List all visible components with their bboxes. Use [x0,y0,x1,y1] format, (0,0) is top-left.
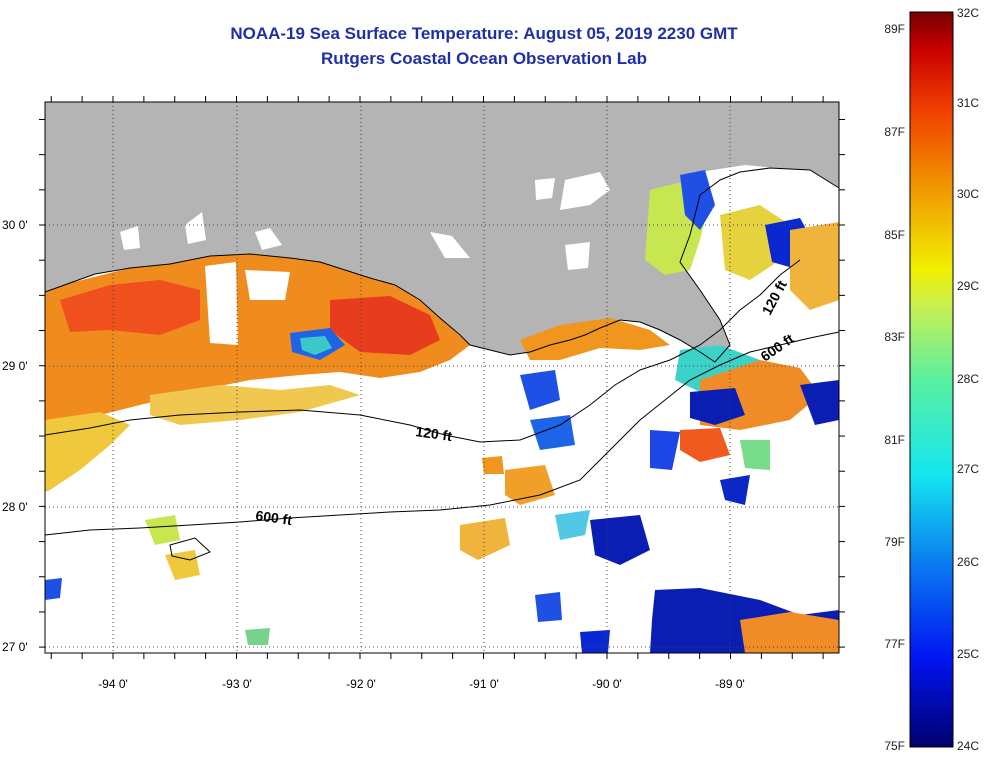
sst-mixed-region [165,550,200,580]
colorbar-label-c: 28C [957,372,979,386]
sst-mixed-region [740,440,770,470]
map-frame [44,101,840,654]
sst-mixed-region [790,222,839,310]
no-data-gap [245,270,290,300]
sst-yellow-region [150,385,360,425]
sst-cool-region [800,380,839,425]
contour-120ft [44,259,801,443]
lat-label: 28 0' [2,500,28,514]
colorbar-label-f: 87F [884,125,905,139]
lon-label: -94 0' [98,677,128,691]
sst-cool-region [520,370,560,410]
sst-cool-region [650,430,680,470]
map-subtitle: Rutgers Coastal Ocean Observation Lab [321,49,647,68]
colorbar-label-c: 30C [957,187,979,201]
axis-ticks [39,96,845,659]
colorbar-label-f: 81F [884,433,905,447]
coastline [44,167,840,363]
sst-warm-region [460,518,510,560]
sst-cool-region [590,515,650,565]
colorbar-label-c: 31C [957,96,979,110]
lat-label: 27 0' [2,640,28,654]
colorbar-label-c: 25C [957,647,979,661]
sst-hot-region [330,296,440,355]
colorbar-label-c: 27C [957,462,979,476]
lon-label: -91 0' [469,677,499,691]
sst-cool-region [535,592,562,622]
sst-mixed-region [245,628,270,645]
lon-label: -93 0' [222,677,252,691]
sst-warm-region [520,318,670,360]
sst-cool-region [720,475,750,505]
colorbar-label-f: 75F [884,739,905,753]
colorbar [909,11,954,748]
lat-label: 30 0' [2,218,28,232]
inland-water [700,165,795,190]
inland-water [185,212,206,244]
no-data-gap [205,262,238,345]
sst-cool-region [680,170,715,230]
sst-cool-region [690,388,745,425]
lat-label: 29 0' [2,359,28,373]
colorbar-label-f: 77F [884,637,905,651]
sst-cool-spot [300,336,332,355]
map-title: NOAA-19 Sea Surface Temperature: August … [230,24,738,43]
sst-warm-region [505,465,555,505]
contour-600ft [44,331,840,536]
inland-water [565,242,590,270]
contour-600ft-loop [169,537,211,561]
inland-water [560,172,610,210]
sst-mixed-region [145,515,180,545]
colorbar-label-f: 89F [884,22,905,36]
contour-label-600ft: 600 ft [255,507,294,528]
inland-water [120,226,140,250]
colorbar-label-c: 24C [957,739,979,753]
sst-warm-region [482,456,504,474]
inland-water [430,232,470,258]
graticule [45,102,839,653]
sst-cool-region [580,630,610,653]
sst-cool-region [45,578,62,600]
lon-label: -92 0' [346,677,376,691]
lon-label: -89 0' [715,677,745,691]
colorbar-label-c: 29C [957,279,979,293]
lon-label: -90 0' [592,677,622,691]
sst-mixed-region [555,510,590,540]
inland-water [255,228,282,250]
sst-warm-region [740,612,839,653]
sst-hot-region [680,428,730,462]
sst-cool-region [530,415,575,450]
inland-water [535,178,555,200]
contour-label-120ft: 120 ft [415,423,454,444]
colorbar-labels: 89F 87F 85F 83F 81F 79F 77F 75F 32C 31C … [884,6,979,753]
colorbar-label-f: 85F [884,228,905,242]
colorbar-label-f: 79F [884,535,905,549]
colorbar-label-f: 83F [884,330,905,344]
land-mass [45,102,839,362]
colorbar-label-c: 32C [957,6,979,20]
sst-hot-region [60,280,200,335]
colorbar-label-c: 26C [957,555,979,569]
